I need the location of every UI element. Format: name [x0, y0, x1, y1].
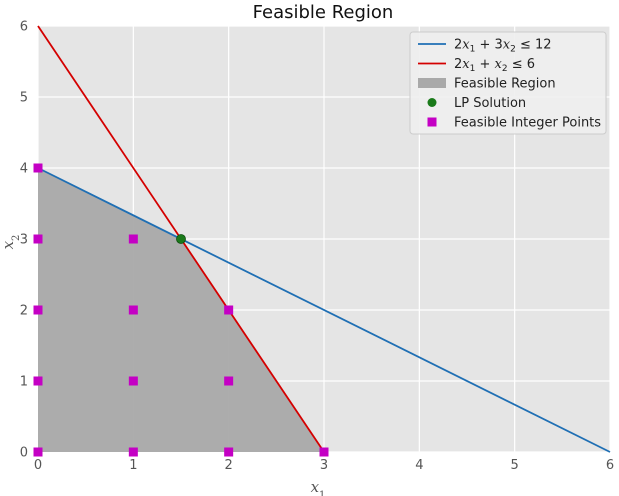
x-tick-label: 3: [320, 458, 328, 473]
integer-point-marker: [224, 447, 234, 457]
y-tick-label: 5: [20, 91, 28, 106]
legend-label-var: x: [462, 57, 470, 72]
legend-label-text: +: [475, 57, 494, 72]
legend-label-text: 2: [454, 57, 462, 72]
integer-point-marker: [128, 376, 138, 386]
legend-box: [409, 31, 607, 135]
point-layer: [33, 163, 329, 457]
y-axis-label-sub: 2: [11, 235, 22, 241]
legend-label-sub: 2: [502, 64, 508, 74]
y-tick-label: 0: [20, 446, 28, 461]
x-axis-label: x1: [311, 478, 326, 496]
integer-point-marker: [33, 234, 43, 244]
y-tick-label: 2: [20, 304, 28, 319]
lp-solution-marker: [176, 234, 186, 244]
legend-area-swatch: [418, 78, 446, 88]
integer-point-marker: [128, 234, 138, 244]
legend-label-sub: 1: [470, 45, 476, 55]
legend-square-swatch: [427, 117, 437, 127]
chart-title: Feasible Region: [253, 2, 394, 23]
feasible-region-area: [38, 168, 324, 452]
legend-label-sub: 1: [470, 64, 476, 74]
y-axis-label: x2: [0, 235, 22, 250]
legend-label-text: ≤ 6: [508, 57, 535, 72]
y-axis-label-var: x: [0, 240, 17, 249]
integer-point-marker: [224, 305, 234, 315]
area-layer: [38, 168, 324, 452]
legend-label: 2x1 + 3x2 ≤ 12: [454, 38, 552, 55]
x-tick-label: 6: [606, 458, 614, 473]
integer-point-marker: [33, 305, 43, 315]
legend-label: 2x1 + x2 ≤ 6: [454, 57, 535, 74]
y-tick-label: 3: [20, 233, 28, 248]
x-tick-label: 1: [129, 458, 137, 473]
x-axis-label-sub: 1: [319, 490, 325, 496]
x-tick-label: 0: [34, 458, 42, 473]
legend-label-text: 2: [454, 38, 462, 53]
integer-point-marker: [128, 447, 138, 457]
x-axis-label-var: x: [311, 478, 320, 496]
integer-point-marker: [319, 447, 329, 457]
legend-label: Feasible Integer Points: [454, 116, 601, 131]
integer-point-marker: [128, 305, 138, 315]
integer-point-marker: [33, 163, 43, 173]
legend-label-sub: 2: [510, 45, 516, 55]
y-tick-label: 6: [20, 20, 28, 35]
y-tick-label: 1: [20, 375, 28, 390]
x-tick-label: 5: [511, 458, 519, 473]
constraint-line: [37, 167, 611, 453]
y-tick-label: 4: [20, 162, 28, 177]
legend-label-var: x: [503, 38, 511, 53]
integer-point-marker: [33, 376, 43, 386]
legend-label-var: x: [495, 57, 503, 72]
legend-label-text: ≤ 12: [516, 38, 552, 53]
x-tick-label: 4: [415, 458, 423, 473]
legend-label: Feasible Region: [454, 77, 556, 92]
integer-point-marker: [224, 376, 234, 386]
legend-label: LP Solution: [454, 96, 526, 111]
legend-label-var: x: [462, 38, 470, 53]
x-tick-label: 2: [225, 458, 233, 473]
integer-point-marker: [33, 447, 43, 457]
legend-label-text: + 3: [475, 38, 502, 53]
legend-point-swatch: [427, 98, 437, 107]
